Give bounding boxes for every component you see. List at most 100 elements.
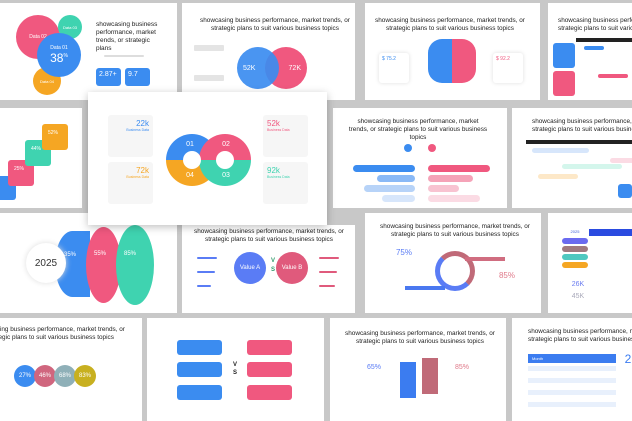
slide-table-months[interactable]: showcasing business performance, market …: [512, 318, 632, 421]
bar-a4: [382, 195, 415, 202]
card-52k: 52k Business Data: [263, 115, 308, 157]
slide-vs-boxes[interactable]: V S: [147, 318, 324, 421]
square-orange: 52%: [42, 124, 68, 150]
progress-line: [197, 271, 215, 273]
vs-s: S: [232, 370, 237, 376]
card-left: $ 75.2: [379, 53, 409, 83]
text-line: [104, 55, 144, 57]
vs-s: S: [270, 267, 275, 273]
task-bar: [532, 148, 589, 153]
slide-squares[interactable]: 25% 44% 52%: [0, 108, 82, 208]
row-blue: [553, 43, 575, 68]
featured-slide[interactable]: 22k Business Data 72k Business Data 52k Bus…: [88, 92, 327, 225]
slide-title: showcasing business performance, market …: [96, 21, 158, 53]
pct-right: 85%: [454, 364, 469, 371]
table-row: [528, 390, 616, 395]
ring-hole-right: [216, 151, 234, 169]
blue-box: [177, 385, 222, 400]
table-row: [528, 378, 616, 383]
gantt-header: [526, 140, 632, 144]
project-shape-pink: 55%: [86, 227, 121, 303]
ring-icon: [435, 251, 475, 291]
year-circle: 2025: [26, 243, 66, 283]
slide-bubbles[interactable]: Data 02 Data 03 Data 04 Data 01 38% showc…: [0, 3, 177, 100]
row-orange: [562, 262, 588, 268]
bar-a3: [364, 185, 415, 192]
slide-2025[interactable]: 2025 35% 55% 85%: [0, 213, 177, 313]
blue-box: [177, 340, 222, 355]
venn-left: 52K: [237, 47, 279, 89]
square-pink: 25%: [8, 160, 34, 186]
ring-hole-left: [183, 151, 201, 169]
bubble-data01: Data 01 38%: [37, 33, 81, 77]
arrow-right-icon: [465, 257, 505, 261]
pct-right: 85%: [498, 271, 515, 280]
pct-left: 75%: [395, 248, 412, 257]
bar-a1: [353, 165, 415, 172]
pink-box: [247, 340, 292, 355]
circle-83: 83%: [74, 365, 96, 387]
stat-box: 9.7: [125, 68, 150, 86]
vs-v: V: [270, 258, 275, 264]
task-bar: [538, 174, 578, 179]
slide-bars[interactable]: showcasing business performance, market …: [333, 108, 507, 208]
bar-b3: [428, 185, 459, 192]
vs-v: V: [232, 362, 237, 368]
slide-versus[interactable]: showcasing business performance, market …: [182, 225, 355, 313]
bar: [598, 74, 628, 78]
bar-b2: [428, 175, 473, 182]
row-purple: [562, 238, 588, 244]
row-teal: [562, 254, 588, 260]
segment-04: 04: [186, 172, 194, 179]
progress-line: [197, 285, 211, 287]
slide-brain[interactable]: showcasing business performance, market …: [365, 3, 540, 100]
progress-line: [319, 257, 339, 259]
card-92k: 92k Business Data: [263, 162, 308, 204]
category-a-icon: [404, 144, 412, 152]
category-b-icon: [428, 144, 436, 152]
slide-title: showcasing business performance, market …: [558, 17, 632, 32]
circle-27: 27%: [14, 365, 36, 387]
slide-gantt[interactable]: showcasing business performance, market …: [512, 108, 632, 208]
task-bar: [610, 158, 632, 163]
timeline-header: [576, 38, 632, 42]
progress-line: [197, 257, 217, 259]
card-72k: 72k Business Data: [108, 162, 153, 204]
slide-title: showcasing business performance, market …: [380, 223, 530, 238]
value-b: Value B: [276, 252, 308, 284]
slide-venn[interactable]: showcasing business performance, market …: [182, 3, 355, 100]
slide-table-2025[interactable]: 2025 26K 45K: [548, 213, 632, 313]
progress-line: [319, 271, 337, 273]
slide-title: showcasing business performance, market …: [532, 118, 632, 133]
bar-b1: [428, 165, 490, 172]
arrow-up-icon: [400, 362, 416, 398]
slide-circle-arrows[interactable]: showcasing business performance, market …: [365, 213, 541, 313]
slide-title: showcasing business performance, market …: [194, 228, 344, 243]
slide-circles4[interactable]: showcasing business performance, market …: [0, 318, 142, 421]
table-row: [528, 366, 616, 371]
pink-box: [247, 385, 292, 400]
arrow-left-icon: [405, 286, 445, 290]
value-a: Value A: [234, 252, 266, 284]
table-header: Month: [528, 354, 616, 363]
slide-timeline[interactable]: showcasing business performance, market …: [548, 3, 632, 100]
loading-icon: [618, 184, 632, 198]
circle-68: 68%: [54, 365, 76, 387]
slide-title: showcasing business performance, market …: [528, 328, 632, 343]
value-26k: 26K: [571, 281, 585, 288]
slide-title: showcasing business performance, market …: [0, 326, 125, 341]
pct-left: 65%: [366, 364, 381, 371]
value-45k: 45K: [571, 293, 585, 300]
bar: [584, 46, 604, 50]
task-bar: [562, 164, 622, 169]
card-22k: 22k Business Data: [108, 115, 153, 157]
table-row: [528, 402, 616, 407]
segment-03: 03: [222, 172, 230, 179]
row-pink: [553, 71, 575, 96]
text-line: [194, 45, 224, 51]
segment-02: 02: [222, 141, 230, 148]
slide-title: showcasing business performance, market …: [348, 118, 488, 141]
arrow-down-icon: [422, 358, 438, 394]
slide-title: showcasing business performance, market …: [375, 17, 525, 32]
slide-arrows[interactable]: showcasing business performance, market …: [330, 318, 506, 421]
